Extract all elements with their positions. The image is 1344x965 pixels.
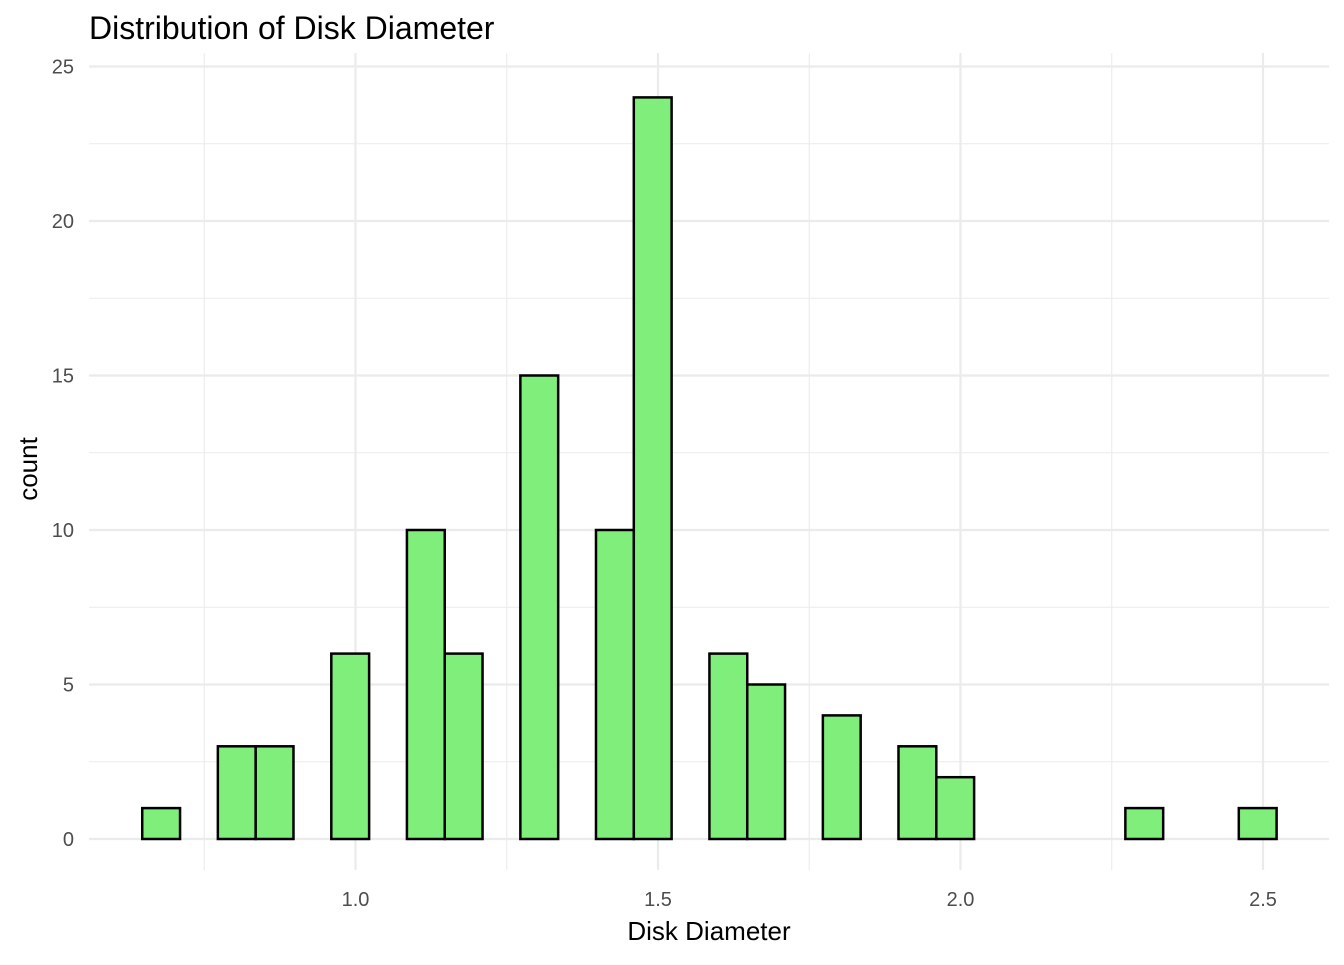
histogram-bar <box>140 806 182 841</box>
histogram-bar <box>443 652 484 841</box>
histogram-bar <box>1237 806 1278 841</box>
histogram-bar <box>745 683 787 841</box>
histogram-bar <box>330 652 371 841</box>
histogram-bar <box>216 745 257 841</box>
x-tick-label: 2.5 <box>1249 889 1277 911</box>
histogram-bar <box>594 528 636 841</box>
histogram-bar <box>1124 806 1165 841</box>
tick-labels: 0 5 10 15 20 25 1.0 1.5 2.0 2.5 <box>52 57 1277 912</box>
y-tick-label: 5 <box>63 675 74 697</box>
histogram-bar <box>897 745 938 841</box>
y-tick-label: 0 <box>63 829 74 851</box>
x-tick-label: 1.0 <box>342 889 370 911</box>
y-tick-label: 15 <box>52 366 74 388</box>
chart-title: Distribution of Disk Diameter <box>89 10 495 46</box>
y-tick-label: 20 <box>52 211 74 233</box>
histogram-bar <box>519 374 560 841</box>
histogram-bar <box>821 714 862 841</box>
x-tick-label: 1.5 <box>644 889 672 911</box>
histogram-bar <box>632 96 673 841</box>
y-tick-label: 25 <box>52 57 74 79</box>
histogram-bar <box>405 528 446 841</box>
y-tick-label: 10 <box>52 520 74 542</box>
x-axis-title: Disk Diameter <box>627 916 791 946</box>
histogram-bar <box>254 745 295 841</box>
x-tick-label: 2.0 <box>947 889 975 911</box>
histogram-bar <box>935 775 976 841</box>
histogram-bar <box>708 652 749 841</box>
y-axis-title: count <box>13 436 43 500</box>
bars <box>140 96 1278 841</box>
